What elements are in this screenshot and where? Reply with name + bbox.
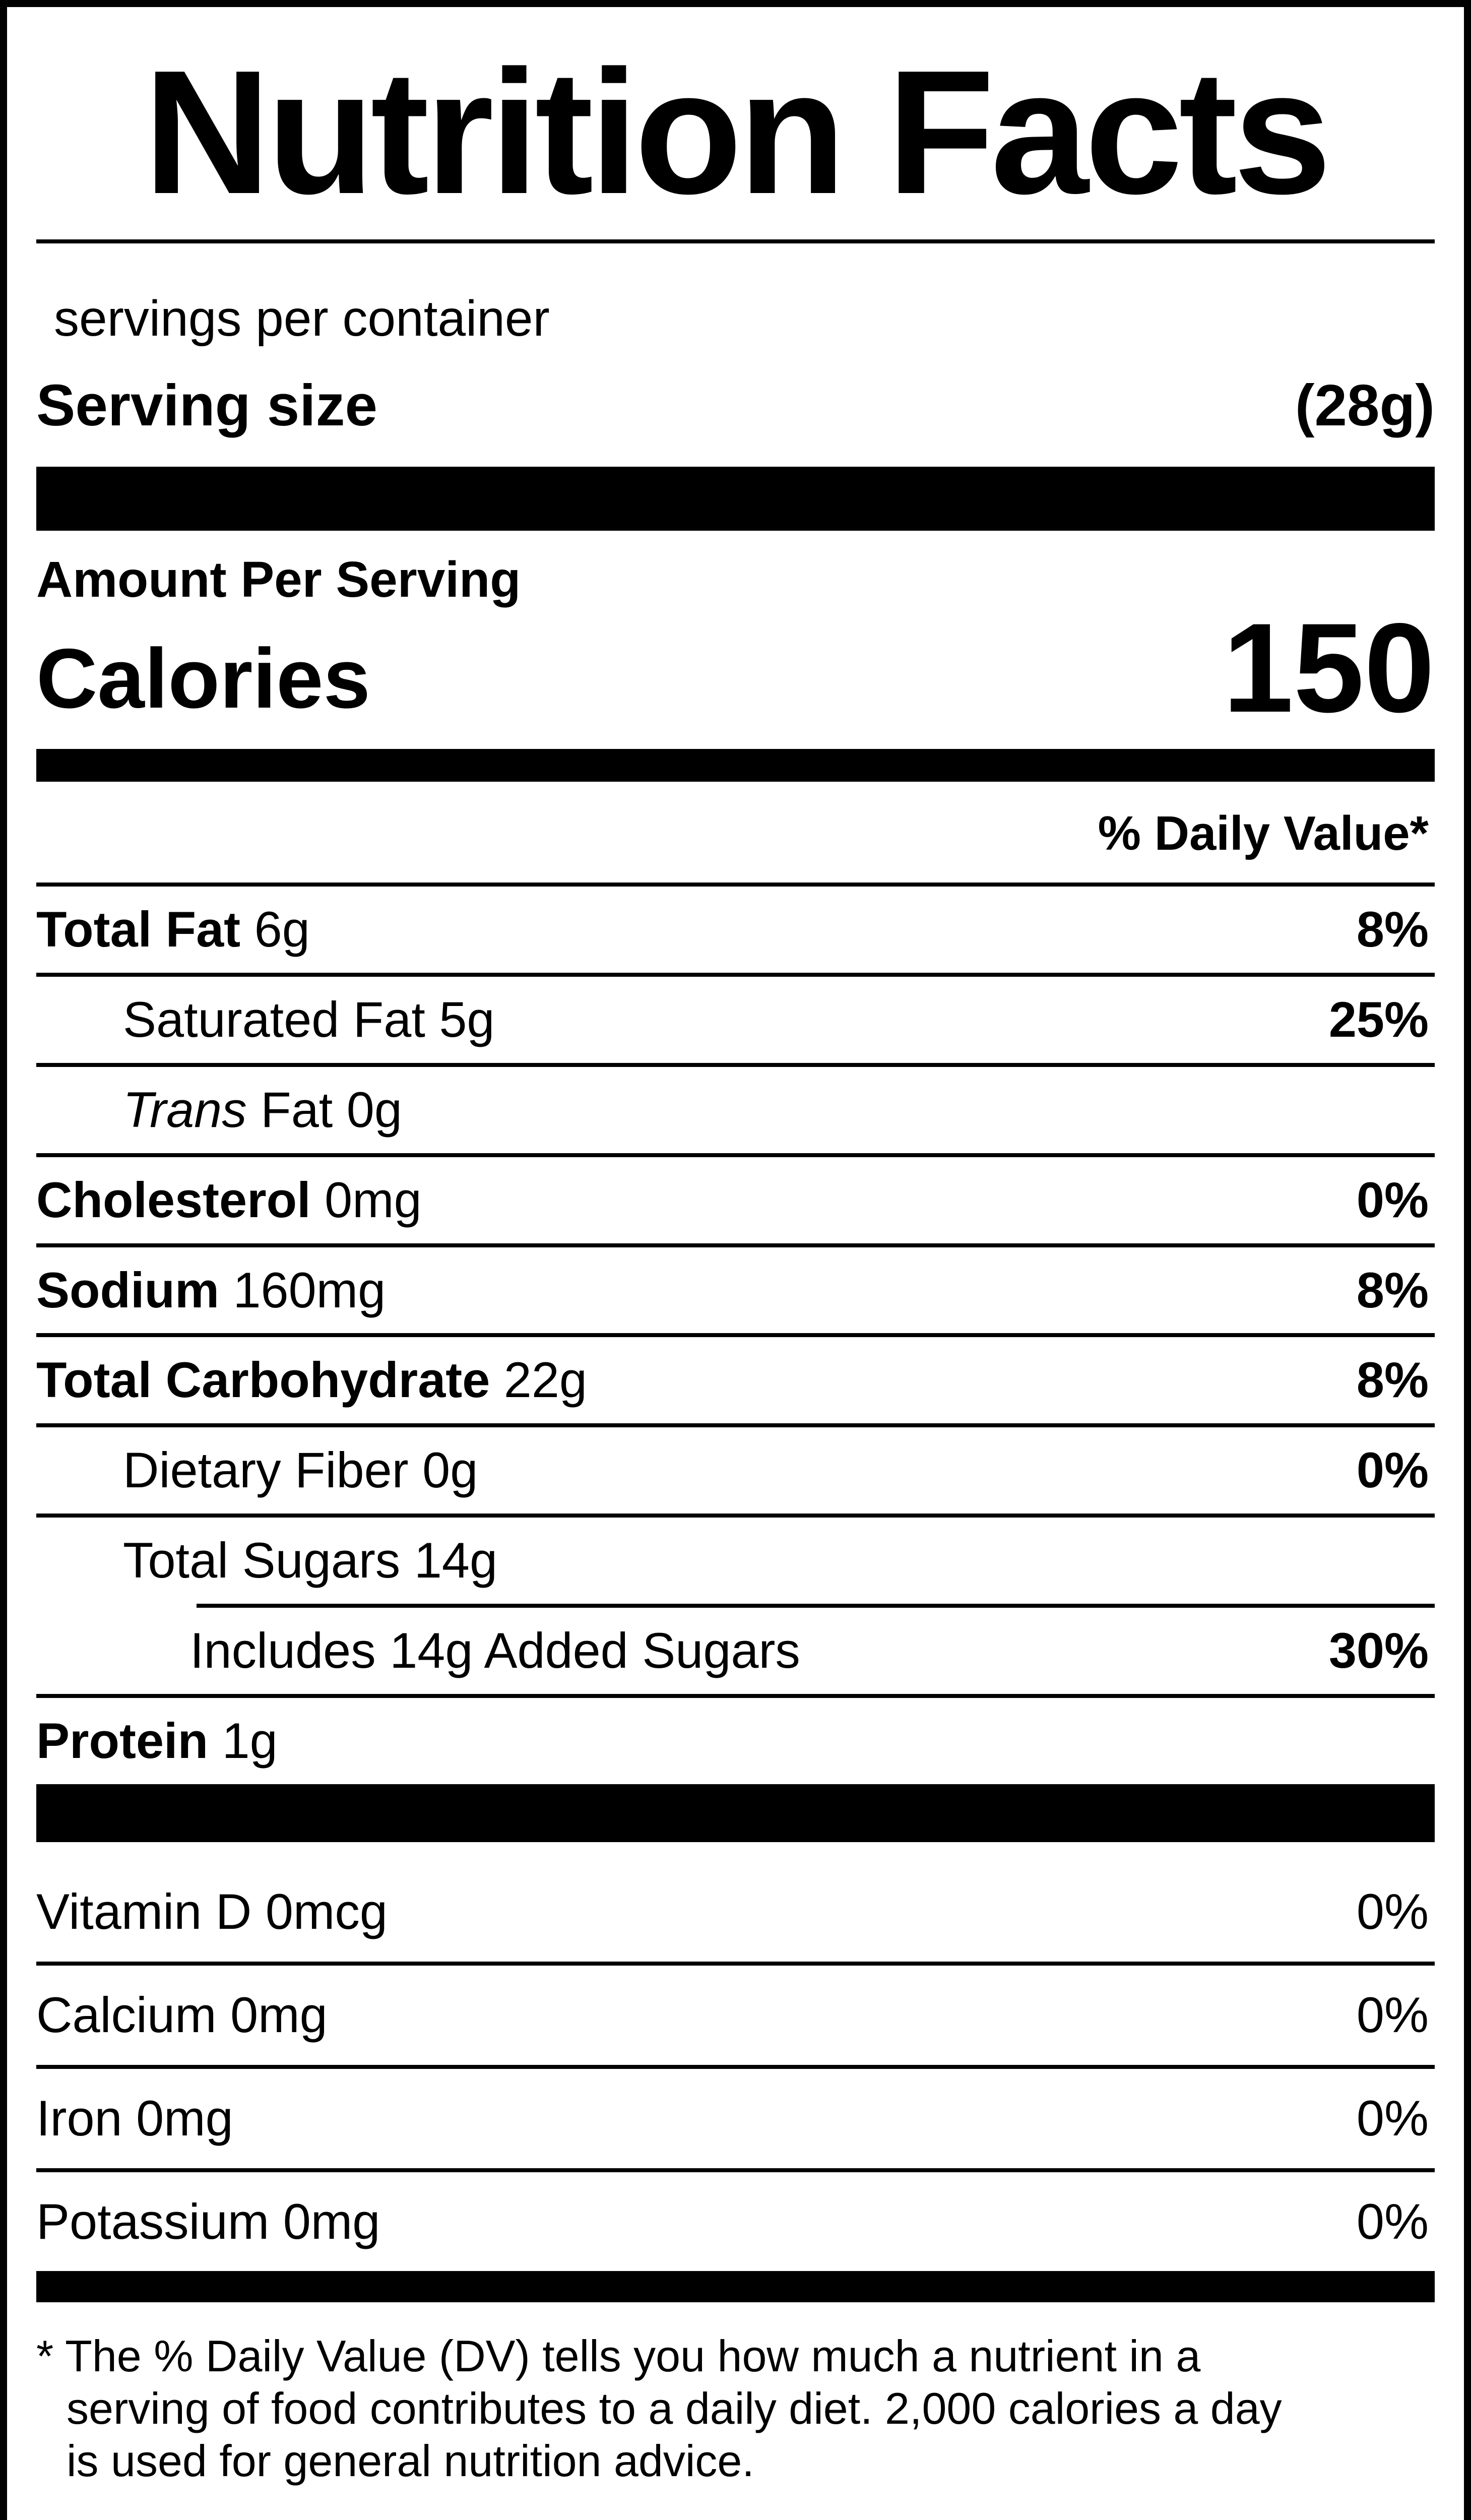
daily-value-header: % Daily Value* xyxy=(1098,806,1429,861)
divider xyxy=(36,1153,1435,1157)
nutrient-name: Total Sugars 14g xyxy=(123,1532,498,1589)
divider xyxy=(36,1333,1435,1338)
nutrient-row-vitamin-d: Vitamin D 0mcg 0% xyxy=(36,1862,1435,1962)
divider xyxy=(36,972,1435,977)
nutrient-dv: 8% xyxy=(1356,1352,1429,1408)
serving-size-row: Serving size (28g) xyxy=(36,372,1435,439)
calories-value: 150 xyxy=(1223,597,1435,739)
nutrient-dv: 0% xyxy=(1356,1442,1429,1498)
section-divider-bar xyxy=(36,749,1435,782)
nutrient-row-total-fat: Total Fat 6g 8% xyxy=(36,887,1435,973)
nutrient-dv: 0% xyxy=(1356,1883,1429,1939)
nutrient-dv: 8% xyxy=(1356,1262,1429,1318)
divider xyxy=(36,1423,1435,1428)
divider xyxy=(36,1514,1435,1518)
divider xyxy=(36,2064,1435,2069)
divider xyxy=(36,1243,1435,1247)
nutrient-dv: 8% xyxy=(1356,901,1429,958)
section-divider-bar xyxy=(36,2271,1435,2303)
nutrient-row-cholesterol: Cholesterol 0mg 0% xyxy=(36,1157,1435,1243)
daily-value-footnote: * The % Daily Value (DV) tells you how m… xyxy=(36,2331,1282,2486)
nutrient-name: Dietary Fiber 0g xyxy=(123,1442,478,1498)
nutrient-dv: 0% xyxy=(1356,1986,1429,2043)
nutrient-row-potassium: Potassium 0mg 0% xyxy=(36,2172,1435,2272)
nutrient-row-protein: Protein 1g xyxy=(36,1698,1435,1784)
nutrient-name: Includes 14g Added Sugars xyxy=(190,1622,800,1679)
micronutrients-section: Vitamin D 0mcg 0% Calcium 0mg 0% Iron 0m… xyxy=(36,1862,1435,2272)
nutrient-dv: 0% xyxy=(1356,2090,1429,2146)
divider xyxy=(36,2168,1435,2172)
nutrient-row-added-sugars: Includes 14g Added Sugars 30% xyxy=(36,1608,1435,1694)
divider xyxy=(36,239,1435,243)
calories-row: Calories 150 xyxy=(36,597,1435,739)
divider xyxy=(36,1694,1435,1698)
nutrient-row-iron: Iron 0mg 0% xyxy=(36,2069,1435,2168)
nutrient-name: Total Carbohydrate 22g xyxy=(36,1352,587,1408)
nutrient-name: Cholesterol 0mg xyxy=(36,1171,422,1228)
nutrient-row-total-carbohydrate: Total Carbohydrate 22g 8% xyxy=(36,1337,1435,1423)
nutrient-name: Trans Fat 0g xyxy=(123,1081,402,1138)
nutrient-name: Saturated Fat 5g xyxy=(123,991,495,1047)
nutrient-row-trans-fat: Trans Fat 0g xyxy=(36,1067,1435,1153)
nutrient-dv: 0% xyxy=(1356,2193,1429,2249)
servings-per-container: servings per container xyxy=(54,290,550,347)
serving-size-value: (28g) xyxy=(1295,372,1435,438)
nutrient-name: Potassium 0mg xyxy=(36,2193,380,2249)
nutrient-name: Iron 0mg xyxy=(36,2090,233,2146)
divider xyxy=(197,1604,1435,1608)
divider xyxy=(36,1961,1435,1966)
nutrient-name: Sodium 160mg xyxy=(36,1262,386,1318)
nutrient-row-total-sugars: Total Sugars 14g xyxy=(36,1518,1435,1604)
nutrient-name: Total Fat 6g xyxy=(36,901,310,958)
page-title: Nutrition Facts xyxy=(143,34,1331,231)
divider xyxy=(36,883,1435,887)
nutrient-dv: 0% xyxy=(1356,1171,1429,1228)
nutrient-row-dietary-fiber: Dietary Fiber 0g 0% xyxy=(36,1427,1435,1514)
nutrient-name: Vitamin D 0mcg xyxy=(36,1883,388,1939)
calories-label: Calories xyxy=(36,631,370,726)
nutrient-row-saturated-fat: Saturated Fat 5g 25% xyxy=(36,977,1435,1063)
section-divider-bar xyxy=(36,467,1435,531)
section-divider-bar xyxy=(36,1784,1435,1842)
nutrient-name: Calcium 0mg xyxy=(36,1986,328,2043)
nutrient-row-calcium: Calcium 0mg 0% xyxy=(36,1966,1435,2065)
serving-size-label: Serving size xyxy=(36,372,377,438)
nutrient-row-sodium: Sodium 160mg 8% xyxy=(36,1247,1435,1334)
divider xyxy=(36,1062,1435,1067)
nutrient-dv: 30% xyxy=(1328,1622,1429,1679)
nutrient-dv: 25% xyxy=(1328,991,1429,1047)
nutrient-name: Protein 1g xyxy=(36,1713,278,1769)
amount-per-serving-label: Amount Per Serving xyxy=(36,551,521,608)
